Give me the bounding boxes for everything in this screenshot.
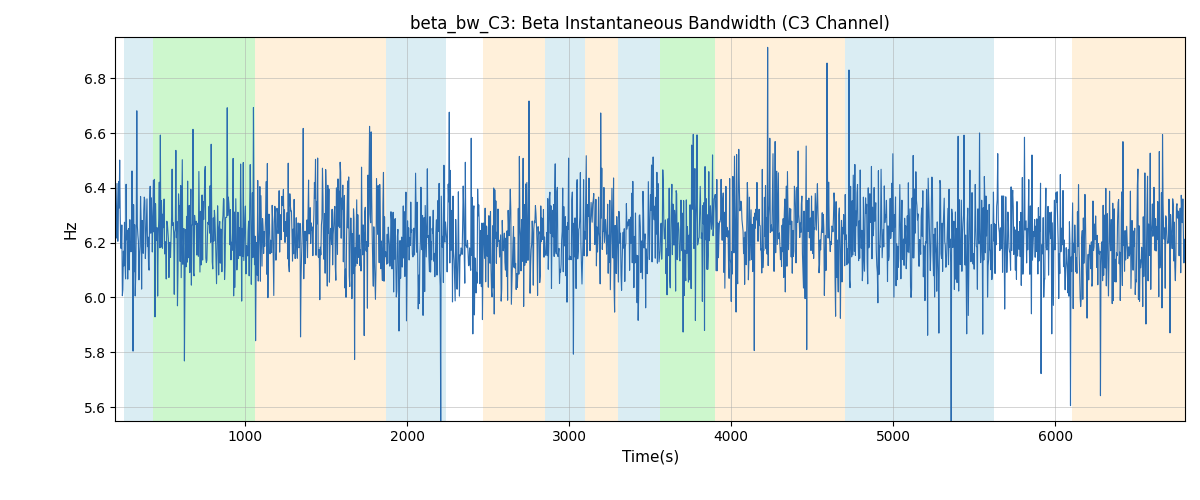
Bar bbox=[152, 38, 254, 420]
Bar bbox=[618, 38, 660, 420]
Bar bbox=[484, 38, 545, 420]
Bar bbox=[660, 38, 715, 420]
Y-axis label: Hz: Hz bbox=[64, 220, 78, 239]
Bar bbox=[586, 38, 618, 420]
Bar bbox=[386, 38, 446, 420]
Bar bbox=[845, 38, 994, 420]
Bar bbox=[715, 38, 748, 420]
Bar bbox=[1072, 38, 1186, 420]
Bar bbox=[748, 38, 845, 420]
X-axis label: Time(s): Time(s) bbox=[622, 450, 679, 465]
Bar bbox=[545, 38, 586, 420]
Bar bbox=[254, 38, 386, 420]
Bar bbox=[124, 38, 152, 420]
Title: beta_bw_C3: Beta Instantaneous Bandwidth (C3 Channel): beta_bw_C3: Beta Instantaneous Bandwidth… bbox=[410, 15, 890, 34]
